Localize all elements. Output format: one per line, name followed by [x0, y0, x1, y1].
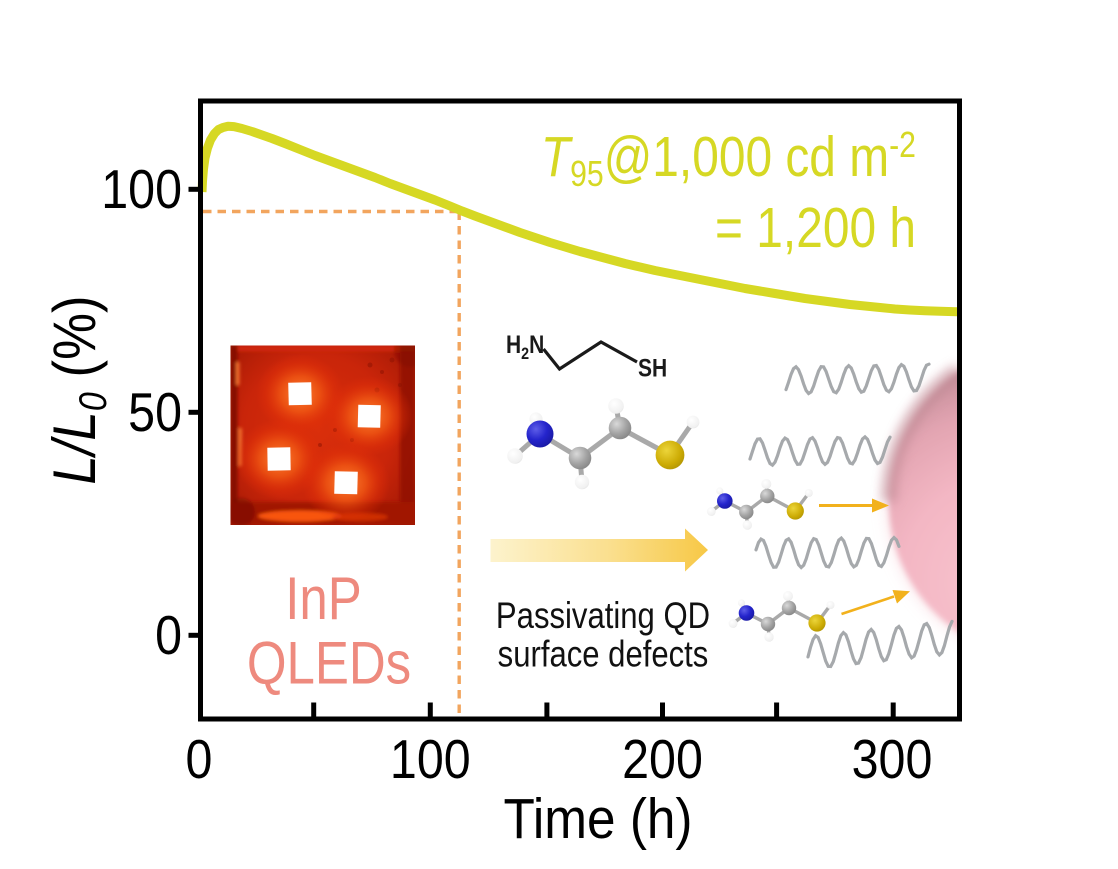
- svg-text:50: 50: [128, 381, 182, 443]
- svg-text:Passivating QD: Passivating QD: [496, 596, 710, 637]
- svg-text:SH: SH: [638, 354, 667, 382]
- svg-text:= 1,200 h: = 1,200 h: [715, 196, 916, 260]
- svg-text:200: 200: [622, 728, 703, 790]
- svg-text:0: 0: [155, 604, 182, 666]
- svg-text:H2N: H2N: [506, 330, 544, 363]
- svg-text:surface defects: surface defects: [498, 634, 709, 675]
- svg-text:Time (h): Time (h): [503, 788, 692, 851]
- svg-text:100: 100: [101, 158, 182, 220]
- svg-text:T95@1,000 cd m-2: T95@1,000 cd m-2: [541, 125, 916, 195]
- svg-text:QLEDs: QLEDs: [247, 630, 411, 697]
- svg-text:InP: InP: [285, 565, 362, 632]
- svg-text:300: 300: [852, 728, 933, 790]
- svg-text:L/L0 (%): L/L0 (%): [41, 295, 115, 484]
- svg-text:0: 0: [186, 728, 213, 790]
- svg-text:100: 100: [390, 728, 471, 790]
